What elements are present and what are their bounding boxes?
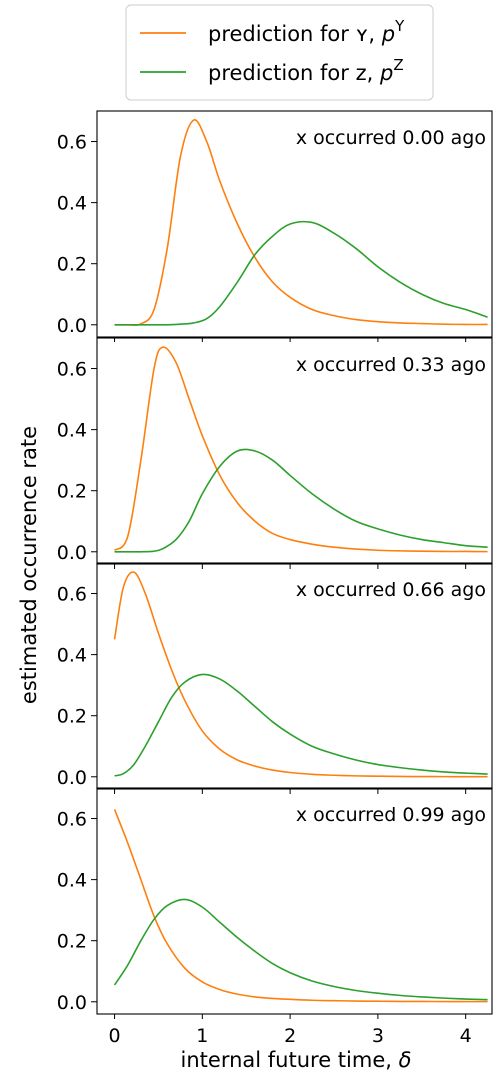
- legend: prediction for ʏ, pY prediction for z, pZ: [125, 4, 434, 101]
- y-tick-label: 0.6: [57, 584, 87, 606]
- series-line-z: [114, 448, 488, 553]
- panel-frame: [96, 110, 493, 338]
- legend-entry: prediction for ʏ, pY: [208, 17, 405, 46]
- panel-4: 0.0 0.2 0.4 0.6 0 1 2 3 4 x occurred 0.99 ago: [57, 787, 493, 1047]
- y-tick-label: 0.4: [57, 870, 87, 892]
- series-line-z: [114, 673, 488, 777]
- panels: 0.0 0.2 0.4 0.6 x occurred 0.00 ago 0.0 0.2 0.4…: [57, 110, 493, 1047]
- y-tick-label: 0.6: [57, 359, 87, 381]
- panel-2: 0.0 0.2 0.4 0.6 x occurred 0.33 ago: [57, 337, 493, 569]
- series-line-y: [113, 571, 488, 778]
- panel-1: 0.0 0.2 0.4 0.6 x occurred 0.00 ago: [57, 110, 493, 342]
- panel-frame: [96, 337, 493, 565]
- y-tick-label: 0.4: [57, 420, 87, 442]
- x-axis-label: internal future time, δ: [181, 1048, 412, 1072]
- y-tick-label: 0.2: [57, 481, 87, 503]
- panel-annotation: x occurred 0.00 ago: [296, 127, 486, 149]
- y-tick-label: 0.4: [57, 193, 87, 215]
- y-tick-label: 0.6: [57, 809, 87, 831]
- series-line-z: [114, 220, 488, 326]
- legend-box: [125, 4, 434, 101]
- x-tick-label: 0: [109, 1025, 121, 1047]
- panel-annotation: x occurred 0.66 ago: [296, 579, 486, 601]
- series-line-y: [114, 119, 488, 327]
- series-line-z: [113, 898, 488, 1001]
- y-tick-label: 0.6: [57, 132, 87, 154]
- panel-frame: [96, 787, 493, 1015]
- panel-3: 0.0 0.2 0.4 0.6 x occurred 0.66 ago: [57, 562, 493, 794]
- y-axis-label: estimated occurrence rate: [17, 426, 41, 704]
- series-line-y: [113, 346, 488, 553]
- panel-annotation: x occurred 0.99 ago: [296, 804, 486, 826]
- series-line-y: [113, 809, 488, 1003]
- y-tick-label: 0.4: [57, 645, 87, 667]
- y-tick-label: 0.0: [57, 315, 87, 337]
- x-tick-label: 3: [372, 1025, 384, 1047]
- x-tick-label: 1: [196, 1025, 208, 1047]
- y-tick-label: 0.2: [57, 254, 87, 276]
- x-tick-label: 4: [460, 1025, 472, 1047]
- panel-frame: [96, 562, 493, 790]
- x-tick-label: 2: [284, 1025, 296, 1047]
- y-tick-label: 0.0: [57, 542, 87, 564]
- y-tick-label: 0.2: [57, 931, 87, 953]
- y-tick-label: 0.0: [57, 767, 87, 789]
- y-tick-label: 0.0: [57, 992, 87, 1014]
- legend-entry: prediction for z, pZ: [208, 56, 404, 85]
- panel-annotation: x occurred 0.33 ago: [296, 354, 486, 376]
- y-tick-label: 0.2: [57, 706, 87, 728]
